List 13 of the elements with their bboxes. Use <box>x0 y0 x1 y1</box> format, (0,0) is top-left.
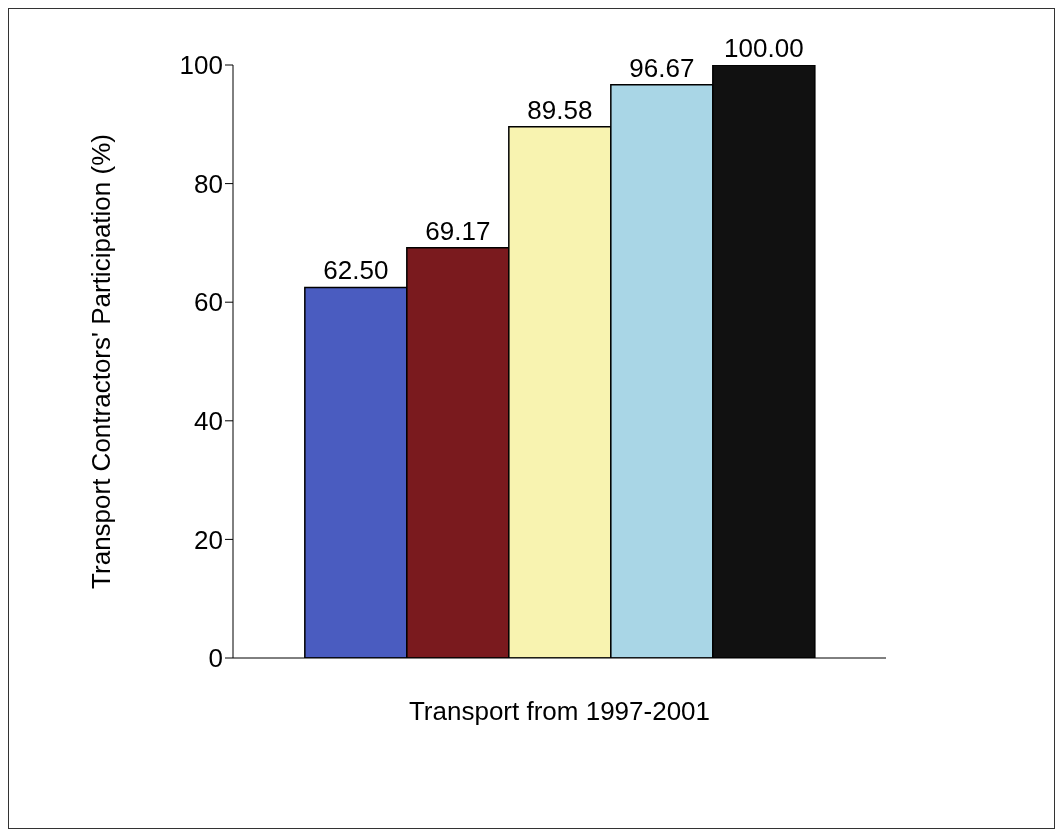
y-axis-title: Transport Contractors' Participation (%) <box>86 134 117 589</box>
y-tick-label: 80 <box>194 168 223 199</box>
data-label: 89.58 <box>527 94 593 125</box>
x-axis-title: Transport from 1997-2001 <box>408 696 711 726</box>
data-label: 69.17 <box>425 215 491 246</box>
data-label: 62.50 <box>323 255 389 286</box>
y-tick-label: 100 <box>179 50 223 81</box>
y-tick-label: 40 <box>194 406 223 437</box>
y-tick-label: 20 <box>194 524 223 555</box>
y-tick-label: 60 <box>194 287 223 318</box>
data-label: 96.67 <box>629 52 695 83</box>
data-label: 100.00 <box>724 33 804 63</box>
y-tick-label: 0 <box>208 643 223 674</box>
